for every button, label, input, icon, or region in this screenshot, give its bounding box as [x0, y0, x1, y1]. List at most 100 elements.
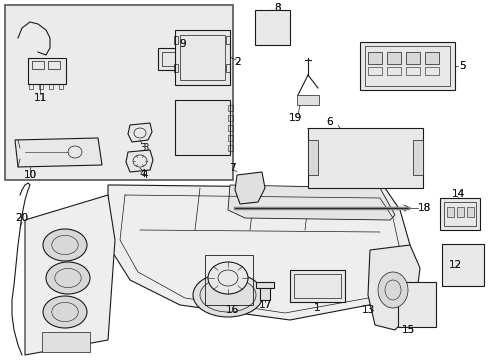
Bar: [406, 67, 420, 75]
Text: 8: 8: [275, 3, 281, 13]
Bar: [457, 207, 464, 217]
Text: 5: 5: [460, 61, 466, 71]
Text: 15: 15: [401, 325, 415, 335]
Text: 15: 15: [401, 325, 415, 335]
Bar: [398, 282, 436, 327]
Bar: [413, 140, 423, 175]
Bar: [162, 52, 184, 66]
Text: 12: 12: [448, 260, 462, 270]
Bar: [42, 332, 90, 352]
Text: 6: 6: [327, 117, 333, 127]
Text: 16: 16: [225, 305, 239, 315]
Text: 3: 3: [139, 143, 146, 153]
Bar: [59, 84, 63, 89]
Bar: [294, 274, 341, 298]
Bar: [175, 30, 230, 85]
Bar: [32, 61, 44, 69]
Text: 2: 2: [235, 57, 241, 67]
Bar: [290, 270, 345, 302]
Text: 17: 17: [258, 300, 271, 310]
Bar: [440, 198, 480, 230]
Bar: [29, 84, 33, 89]
Text: 10: 10: [24, 170, 37, 180]
Ellipse shape: [193, 273, 263, 317]
Bar: [228, 145, 233, 151]
Bar: [308, 140, 318, 175]
Text: 12: 12: [448, 260, 462, 270]
Bar: [444, 202, 476, 226]
Bar: [180, 35, 225, 80]
Ellipse shape: [43, 229, 87, 261]
Text: 18: 18: [417, 203, 431, 213]
Text: 18: 18: [417, 203, 431, 213]
Bar: [174, 64, 178, 72]
Bar: [226, 36, 230, 44]
Text: 1: 1: [314, 303, 320, 313]
Bar: [205, 255, 253, 305]
Text: 20: 20: [16, 213, 28, 223]
Bar: [228, 115, 233, 121]
Text: 13: 13: [361, 305, 375, 315]
Polygon shape: [128, 123, 152, 142]
Ellipse shape: [43, 296, 87, 328]
Text: 9: 9: [180, 39, 186, 49]
Bar: [228, 105, 233, 111]
Bar: [256, 282, 274, 288]
Text: 11: 11: [33, 93, 47, 103]
Text: 13: 13: [361, 305, 375, 315]
Polygon shape: [228, 185, 395, 220]
Bar: [5, 5, 233, 180]
Polygon shape: [368, 245, 420, 330]
Bar: [447, 207, 454, 217]
Text: 16: 16: [225, 305, 239, 315]
Bar: [425, 52, 439, 64]
Bar: [467, 207, 474, 217]
Text: 9: 9: [180, 39, 186, 49]
Text: 1: 1: [314, 303, 320, 313]
Bar: [368, 67, 382, 75]
Ellipse shape: [208, 262, 248, 294]
Text: 6: 6: [327, 117, 333, 127]
Text: 11: 11: [33, 93, 47, 103]
Bar: [360, 42, 455, 90]
Bar: [442, 244, 484, 286]
Bar: [175, 100, 230, 155]
Bar: [39, 84, 43, 89]
Text: 8: 8: [275, 3, 281, 13]
Bar: [297, 95, 319, 105]
Text: 5: 5: [460, 61, 466, 71]
Text: 19: 19: [289, 113, 302, 123]
Text: 17: 17: [258, 300, 271, 310]
Polygon shape: [126, 150, 153, 172]
Text: 2: 2: [235, 57, 241, 67]
Bar: [308, 128, 423, 188]
Ellipse shape: [378, 272, 408, 308]
Text: 4: 4: [140, 169, 147, 179]
Text: 14: 14: [451, 189, 465, 199]
Bar: [28, 58, 66, 84]
Text: 7: 7: [229, 163, 235, 173]
Text: 14: 14: [451, 189, 465, 199]
Text: 20: 20: [16, 213, 28, 223]
Text: 7: 7: [229, 163, 235, 173]
Text: 3: 3: [142, 143, 148, 153]
Polygon shape: [25, 195, 115, 355]
Text: 19: 19: [289, 113, 302, 123]
Polygon shape: [235, 172, 265, 204]
Bar: [387, 67, 401, 75]
Bar: [365, 46, 450, 86]
Polygon shape: [15, 138, 102, 167]
Bar: [48, 61, 60, 69]
Bar: [228, 125, 233, 131]
Bar: [425, 67, 439, 75]
Polygon shape: [108, 185, 410, 320]
Bar: [174, 36, 178, 44]
Bar: [49, 84, 53, 89]
Ellipse shape: [46, 262, 90, 294]
Bar: [158, 48, 188, 70]
Bar: [368, 52, 382, 64]
Text: 4: 4: [142, 170, 148, 180]
Bar: [255, 10, 290, 45]
Bar: [260, 282, 270, 300]
Bar: [228, 135, 233, 141]
